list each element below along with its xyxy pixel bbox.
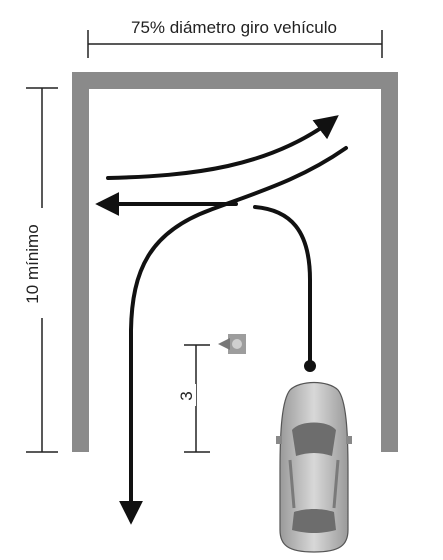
bay-walls: [72, 72, 398, 452]
cone-distance-dimension: 3: [176, 344, 210, 453]
maneuver-paths: [95, 115, 348, 525]
car-top-view-icon: [276, 381, 352, 553]
cone-distance-label: 3: [177, 391, 196, 400]
width-dimension: 75% diámetro giro vehículo: [87, 14, 383, 58]
right-wall: [381, 72, 398, 452]
traffic-cone-icon: [218, 334, 246, 354]
path-reverse-entry: [253, 205, 312, 364]
left-wall: [72, 72, 89, 452]
back-wall: [72, 72, 398, 89]
path-start-dot: [304, 360, 316, 372]
height-dimension-label: 10 mínimo: [23, 224, 42, 303]
path-arrow-upper-right: [106, 115, 339, 180]
width-dimension-label: 75% diámetro giro vehículo: [131, 18, 337, 37]
path-arrow-exit-down: [119, 146, 348, 525]
height-dimension: 10 mínimo: [23, 87, 58, 453]
